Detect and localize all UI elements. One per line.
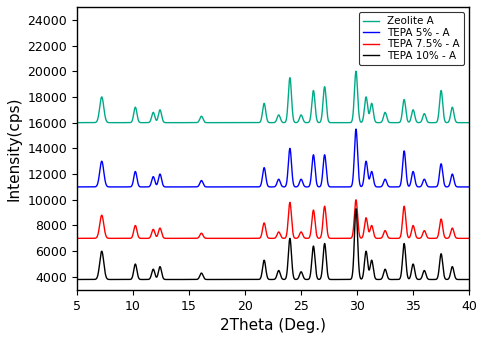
Line: TEPA 7.5% - A: TEPA 7.5% - A bbox=[77, 200, 469, 238]
Zeolite A bbox=[386, 120, 392, 124]
TEPA 10% - A bbox=[216, 277, 222, 282]
Zeolite A bbox=[353, 69, 359, 73]
TEPA 7.5% - A bbox=[353, 198, 359, 202]
Zeolite A bbox=[365, 105, 371, 109]
TEPA 10% - A bbox=[94, 276, 100, 280]
TEPA 5% - A bbox=[466, 185, 472, 189]
TEPA 10% - A bbox=[306, 277, 312, 281]
TEPA 5% - A bbox=[386, 184, 392, 188]
TEPA 5% - A bbox=[323, 165, 329, 169]
Legend: Zeolite A, TEPA 5% - A, TEPA 7.5% - A, TEPA 10% - A: Zeolite A, TEPA 5% - A, TEPA 7.5% - A, T… bbox=[359, 12, 464, 65]
Y-axis label: Intensity(cps): Intensity(cps) bbox=[7, 96, 22, 201]
TEPA 7.5% - A bbox=[306, 236, 312, 240]
Line: TEPA 10% - A: TEPA 10% - A bbox=[77, 209, 469, 279]
TEPA 10% - A bbox=[466, 277, 472, 282]
TEPA 7.5% - A bbox=[323, 216, 329, 220]
TEPA 5% - A bbox=[74, 185, 80, 189]
TEPA 5% - A bbox=[365, 170, 371, 174]
Zeolite A bbox=[94, 119, 100, 123]
Line: TEPA 5% - A: TEPA 5% - A bbox=[77, 129, 469, 187]
TEPA 10% - A bbox=[74, 277, 80, 282]
Zeolite A bbox=[216, 121, 222, 125]
TEPA 7.5% - A bbox=[94, 235, 100, 239]
TEPA 10% - A bbox=[353, 207, 359, 211]
TEPA 7.5% - A bbox=[216, 236, 222, 240]
Zeolite A bbox=[466, 121, 472, 125]
Zeolite A bbox=[74, 121, 80, 125]
Zeolite A bbox=[323, 98, 329, 102]
Line: Zeolite A: Zeolite A bbox=[77, 71, 469, 123]
TEPA 7.5% - A bbox=[365, 224, 371, 228]
Zeolite A bbox=[306, 120, 312, 124]
TEPA 7.5% - A bbox=[466, 236, 472, 240]
TEPA 5% - A bbox=[94, 184, 100, 188]
TEPA 5% - A bbox=[353, 127, 359, 131]
TEPA 10% - A bbox=[323, 255, 329, 259]
TEPA 7.5% - A bbox=[386, 236, 392, 240]
TEPA 5% - A bbox=[216, 185, 222, 189]
TEPA 7.5% - A bbox=[74, 236, 80, 240]
X-axis label: 2Theta (Deg.): 2Theta (Deg.) bbox=[220, 318, 326, 333]
TEPA 5% - A bbox=[306, 184, 312, 188]
TEPA 10% - A bbox=[365, 261, 371, 265]
TEPA 10% - A bbox=[386, 277, 392, 281]
